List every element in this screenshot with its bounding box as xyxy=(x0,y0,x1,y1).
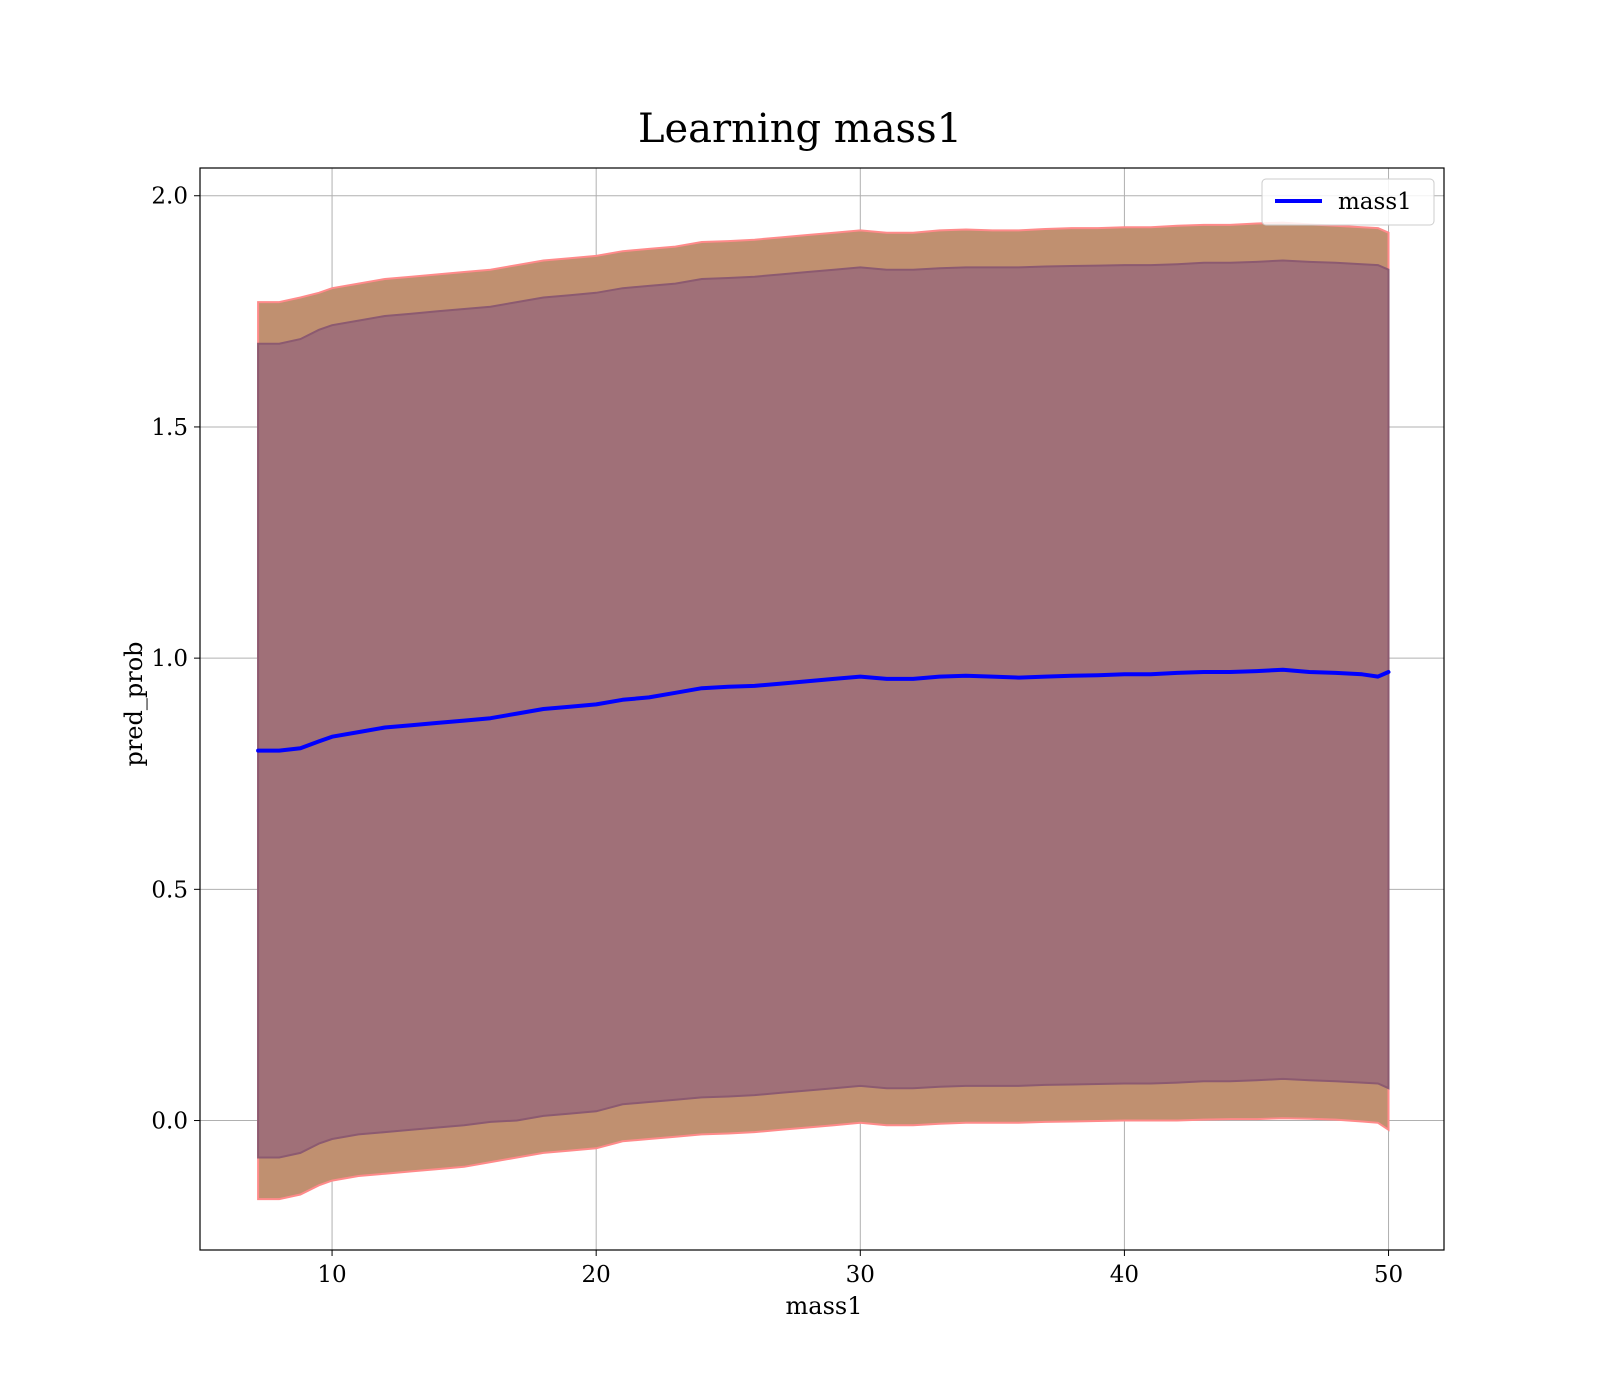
legend-box xyxy=(1261,178,1435,226)
y-tick-label: 1.5 xyxy=(151,415,188,441)
x-tick-label: 20 xyxy=(582,1262,611,1288)
x-tick-label: 50 xyxy=(1374,1262,1403,1288)
y-tick-label: 1.0 xyxy=(151,646,188,672)
y-tick-label: 0.0 xyxy=(151,1109,188,1135)
series-line-mass1 xyxy=(256,667,1391,753)
x-tick-label: 40 xyxy=(1110,1262,1139,1288)
chart-title: Learning mass1 xyxy=(638,106,962,152)
x-tick-label: 30 xyxy=(846,1262,875,1288)
uncertainty-bands xyxy=(257,221,1390,1201)
plot-area-frame xyxy=(199,167,1445,1251)
y-axis-label: pred_prob xyxy=(120,641,148,766)
y-tick-label: 2.0 xyxy=(151,184,188,210)
x-axis-label: mass1 xyxy=(786,1292,863,1320)
y-axis-ticks: 0.0 0.5 1.0 1.5 2.0 xyxy=(151,184,200,1135)
y-tick-label: 0.5 xyxy=(151,877,188,903)
legend: mass1 xyxy=(1261,178,1435,226)
series-lines xyxy=(256,667,1391,753)
x-tick-label: 10 xyxy=(317,1262,346,1288)
band-inner xyxy=(257,259,1390,1159)
x-axis-ticks: 10 20 30 40 50 xyxy=(317,1250,1403,1288)
legend-label-mass1: mass1 xyxy=(1338,189,1412,215)
